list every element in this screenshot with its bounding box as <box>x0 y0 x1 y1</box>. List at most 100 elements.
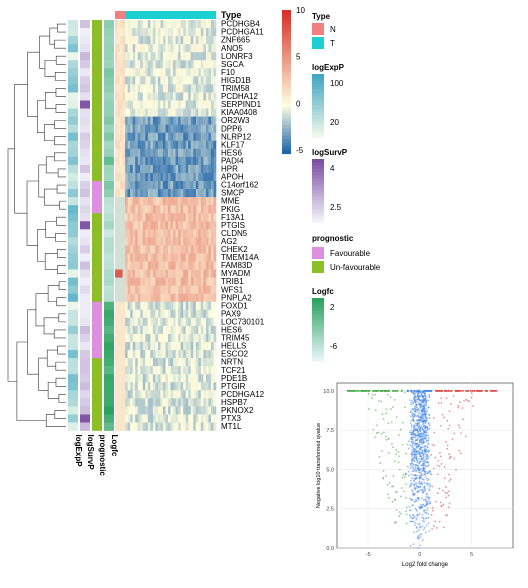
heatmap-cell <box>147 382 151 391</box>
logfc-cell <box>104 108 114 117</box>
heatmap-cell <box>188 140 192 150</box>
heatmap-cell <box>120 277 123 286</box>
heatmap-cell <box>127 366 131 375</box>
heatmap-cell <box>178 213 181 222</box>
heatmap-cell <box>165 350 169 359</box>
heatmap-cell <box>120 197 123 206</box>
colorbar-segment <box>282 139 291 144</box>
volcano-point <box>445 496 448 499</box>
heatmap-cell <box>115 124 118 133</box>
heatmap-cell <box>132 358 136 367</box>
heatmap-cell <box>210 164 214 174</box>
heatmap-cell <box>162 414 166 423</box>
heatmap-cell <box>190 181 194 190</box>
heatmap-cell <box>208 92 212 101</box>
volcano-point <box>406 443 409 446</box>
volcano-point <box>440 397 442 399</box>
heatmap-cell <box>127 116 131 125</box>
heatmap-cell <box>170 108 174 117</box>
gene-label: HELLS <box>221 342 246 351</box>
heatmap-cell <box>162 285 166 294</box>
volcano-point <box>412 440 415 443</box>
heatmap-cell <box>198 325 202 335</box>
logexpp-cell <box>68 84 78 93</box>
heatmap-cell <box>198 261 202 270</box>
volcano-point <box>422 504 424 507</box>
volcano-point <box>418 389 421 392</box>
heatmap-cell <box>195 181 199 190</box>
heatmap-cell <box>168 84 171 93</box>
heatmap-cell <box>127 358 131 367</box>
heatmap-cell <box>122 156 126 166</box>
logsurvp-cell <box>80 422 90 431</box>
heatmap-cell <box>175 325 179 335</box>
heatmap-cell <box>160 301 164 311</box>
colorbar-segment <box>282 117 291 122</box>
volcano-point <box>425 408 428 411</box>
logfc-cell <box>104 277 114 286</box>
heatmap-cell <box>165 398 169 407</box>
heatmap-cell <box>180 245 184 254</box>
heatmap-cell <box>203 36 207 45</box>
heatmap-cell <box>203 92 207 101</box>
heatmap-cell <box>142 28 146 37</box>
heatmap-cell <box>200 156 204 166</box>
heatmap-cell <box>162 28 166 37</box>
heatmap-cell <box>155 221 159 230</box>
heatmap-cell <box>200 366 204 375</box>
colorbar-segment <box>282 92 291 97</box>
heatmap-cell <box>135 205 139 214</box>
heatmap-cell <box>205 366 209 375</box>
heatmap-cell <box>137 293 141 303</box>
volcano-point <box>374 436 376 439</box>
heatmap-cell <box>127 164 131 174</box>
heatmap-cell <box>137 414 141 423</box>
heatmap-cell <box>145 350 149 359</box>
heatmap-cell <box>140 237 144 246</box>
volcano-point <box>446 447 449 450</box>
heatmap-cell <box>135 132 139 142</box>
logfc-legend-segment <box>312 304 324 308</box>
heatmap-cell <box>205 132 209 142</box>
volcano-point <box>420 533 423 535</box>
heatmap-cell <box>170 156 174 166</box>
heatmap-cell <box>125 293 128 303</box>
logfc-legend-tick: 2 <box>330 303 335 312</box>
heatmap-cell <box>152 374 156 383</box>
heatmap-cell <box>115 422 118 431</box>
heatmap-cell <box>175 108 179 117</box>
heatmap-cell <box>170 342 174 351</box>
heatmap-cell <box>198 406 202 415</box>
dendrogram-branch <box>7 148 17 382</box>
volcano-point <box>371 394 374 396</box>
heatmap-cell <box>193 366 197 375</box>
heatmap-cell <box>162 253 166 262</box>
volcano-point <box>412 408 415 411</box>
prognostic-cell <box>92 20 102 29</box>
colorbar-tick: -5 <box>296 146 304 155</box>
logexpp-legend-title: logExpP <box>312 63 345 72</box>
heatmap-cell <box>127 342 131 351</box>
heatmap-cell <box>200 325 204 335</box>
heatmap-cell <box>120 68 123 77</box>
heatmap-cell <box>190 20 194 29</box>
volcano-point <box>411 504 414 507</box>
logsurvp-cell <box>80 213 90 222</box>
volcano-point <box>414 403 417 406</box>
volcano-point <box>427 451 430 453</box>
heatmap-cell <box>170 245 174 254</box>
volcano-point <box>419 468 422 470</box>
heatmap-cell <box>208 398 212 407</box>
logfc-cell <box>104 285 114 294</box>
heatmap-cell <box>195 390 199 399</box>
volcano-point <box>419 430 421 432</box>
heatmap-cell <box>150 44 154 53</box>
volcano-point <box>418 513 421 515</box>
heatmap-cell <box>130 20 133 29</box>
heatmap-cell <box>115 398 118 407</box>
heatmap-cell <box>175 366 179 375</box>
heatmap-cell <box>165 285 169 294</box>
volcano-point <box>480 389 483 392</box>
heatmap-cell <box>140 28 144 37</box>
volcano-point <box>413 520 416 523</box>
